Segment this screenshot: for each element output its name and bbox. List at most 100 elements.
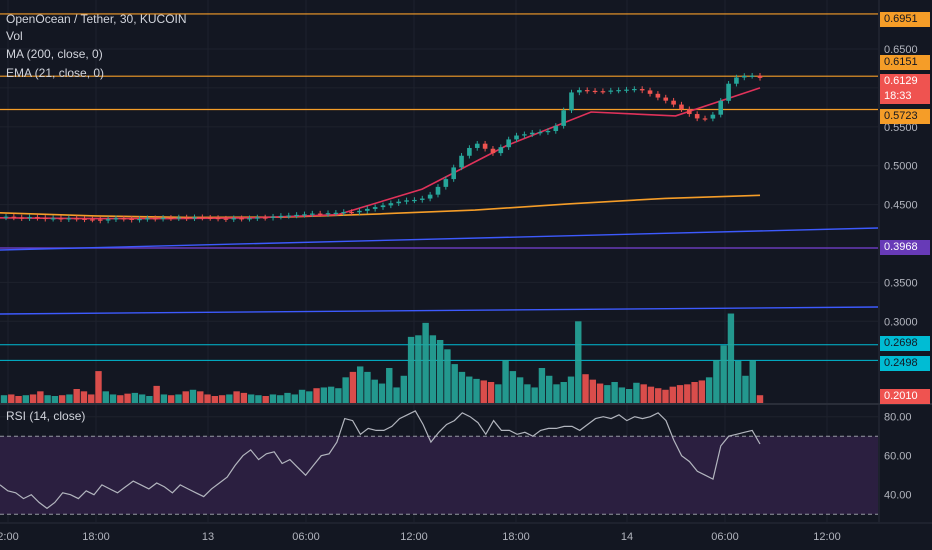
candle-body-73: [577, 90, 582, 93]
volume-bar-19: [138, 394, 146, 403]
candle-body-79: [624, 89, 629, 91]
candle-body-18: [145, 218, 150, 220]
candle-body-56: [443, 179, 449, 187]
volume-bar-45: [327, 386, 335, 403]
volume-bar-60: [436, 339, 444, 403]
volume-bar-89: [647, 386, 655, 403]
volume-bar-0: [0, 395, 8, 403]
legend-ma[interactable]: MA (200, close, 0): [6, 47, 103, 61]
volume-bar-36: [262, 395, 269, 403]
rsi-tick-label-1: 60.00: [884, 451, 912, 463]
candle-body-9: [74, 218, 79, 220]
volume-bar-18: [131, 392, 139, 403]
candle-body-29: [231, 218, 237, 220]
candle-body-30: [239, 218, 244, 220]
candle-body-50: [396, 201, 402, 204]
volume-bar-26: [189, 389, 197, 403]
candle-body-83: [655, 93, 661, 98]
volume-bar-39: [284, 392, 291, 403]
volume-bar-27: [197, 391, 204, 403]
volume-bar-23: [167, 395, 175, 403]
volume-bar-3: [22, 395, 30, 403]
candle-body-80: [632, 89, 637, 91]
volume-bar-99: [720, 345, 727, 403]
volume-bar-50: [364, 371, 371, 403]
volume-bar-9: [66, 394, 73, 403]
volume-bar-100: [727, 313, 735, 403]
volume-bar-81: [589, 379, 597, 403]
volume-bar-98: [713, 360, 720, 403]
volume-bar-25: [182, 391, 189, 403]
candle-body-96: [757, 75, 763, 78]
volume-bar-30: [218, 395, 226, 403]
volume-bar-92: [669, 386, 676, 403]
candle-body-89: [702, 118, 708, 120]
volume-bar-15: [109, 394, 117, 403]
candle-body-27: [215, 217, 221, 220]
legend-symbol[interactable]: OpenOcean / Tether, 30, KUCOIN: [6, 12, 187, 26]
price-tag-6: 0.2698: [880, 336, 930, 351]
legend-vol[interactable]: Vol: [6, 29, 23, 43]
volume-bar-51: [371, 379, 378, 403]
legend-ema[interactable]: EMA (21, close, 0): [6, 66, 105, 80]
volume-bar-4: [29, 394, 37, 403]
candle-body-70: [553, 125, 559, 132]
candle-body-0: [3, 216, 9, 218]
volume-bar-70: [509, 371, 517, 403]
candle-body-68: [537, 132, 543, 134]
volume-bar-32: [233, 391, 240, 403]
volume-bar-102: [742, 375, 749, 403]
volume-bar-65: [473, 378, 480, 403]
volume-bar-77: [560, 381, 567, 403]
volume-bar-80: [582, 374, 589, 403]
candle-body-16: [129, 218, 134, 220]
y-axis-ticks: 0.65000.60000.55000.50000.45000.35000.30…: [884, 44, 918, 328]
candle-body-75: [592, 90, 598, 93]
candle-body-63: [498, 147, 504, 154]
candle-body-67: [529, 132, 535, 135]
volume-bar-5: [37, 391, 44, 403]
y-tick-label-4: 0.4500: [884, 200, 918, 212]
ema21-line: [0, 87, 761, 220]
volume-bar-40: [291, 394, 298, 403]
volume-bar-42: [306, 391, 313, 403]
candle-body-17: [137, 219, 142, 221]
volume-bar-57: [415, 335, 422, 403]
candle-body-60: [474, 143, 480, 148]
x-tick-label-3: 06:00: [292, 531, 320, 543]
candle-body-19: [152, 218, 158, 220]
candle-body-69: [545, 131, 551, 133]
candle-body-90: [710, 114, 716, 119]
candle-body-65: [514, 135, 519, 140]
candle-body-94: [741, 75, 747, 78]
volume-bar-31: [226, 394, 233, 403]
volume-bar-91: [662, 389, 669, 403]
volume-bar-46: [335, 388, 342, 403]
candle-body-85: [671, 100, 676, 105]
volume-bar-97: [705, 377, 713, 403]
volume-bar-52: [378, 383, 386, 403]
candle-body-44: [349, 212, 354, 214]
candle-body-93: [734, 77, 739, 84]
candle-body-49: [388, 203, 394, 206]
legend-rsi[interactable]: RSI (14, close): [6, 409, 86, 423]
candle-body-53: [419, 198, 425, 200]
volume-bar-93: [676, 385, 684, 403]
volume-bar-53: [386, 367, 393, 403]
volume-bar-69: [502, 360, 509, 403]
volume-bar-85: [618, 387, 626, 403]
candle-body-46: [364, 208, 370, 211]
y-tick-label-0: 0.6500: [884, 44, 918, 56]
volume-bar-8: [58, 395, 66, 403]
candle-body-58: [459, 155, 464, 168]
candle-body-32: [255, 217, 260, 219]
candle-body-78: [616, 90, 621, 92]
price-tag-0: 0.6951: [880, 12, 930, 27]
candle-body-21: [168, 217, 174, 220]
volume-bar-82: [596, 383, 604, 403]
volume-bar-16: [117, 395, 124, 403]
candle-body-48: [380, 205, 386, 208]
candle-body-41: [325, 213, 331, 215]
candle-body-15: [121, 218, 127, 220]
